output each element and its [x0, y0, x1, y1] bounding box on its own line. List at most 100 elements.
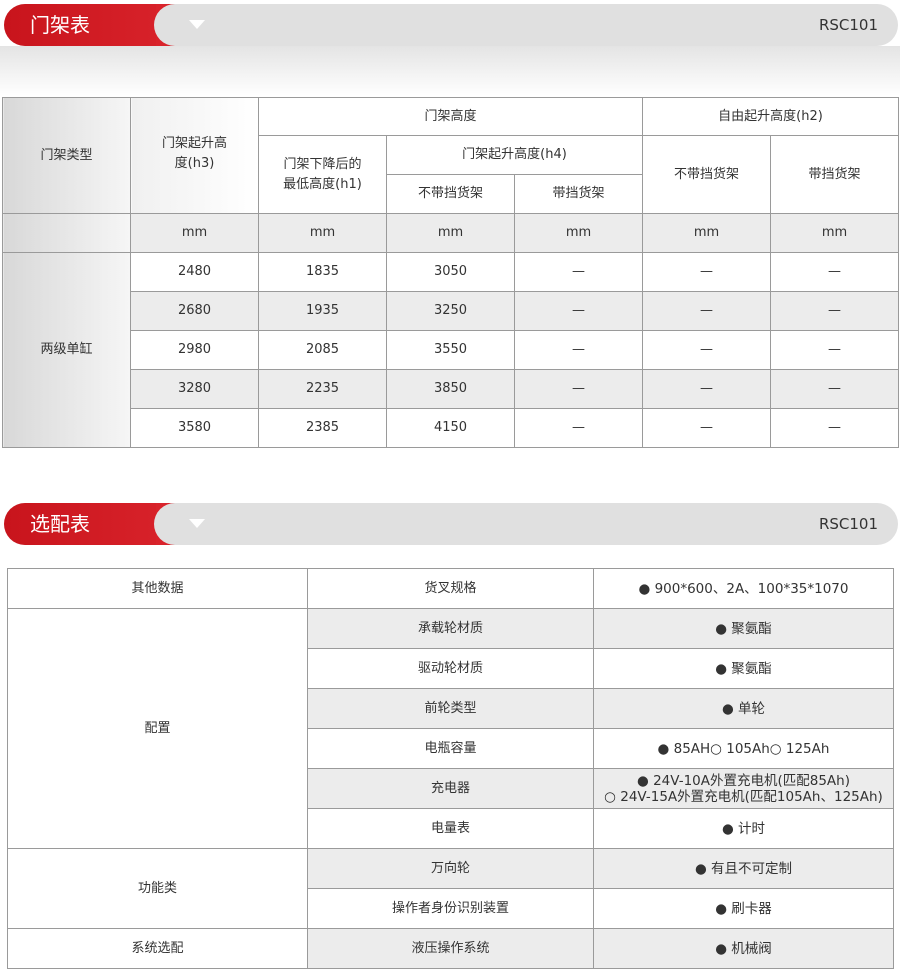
- item-label: 货叉规格: [307, 568, 594, 609]
- unit: mm: [258, 213, 387, 253]
- cell: —: [770, 291, 899, 331]
- cell: 2385: [258, 408, 387, 448]
- cell: 3550: [386, 330, 515, 370]
- table-row: 两级单缸 2480 1835 3050— — —: [2, 252, 899, 448]
- unit: mm: [130, 213, 259, 253]
- header-h2-no: 不带挡货架: [642, 135, 771, 214]
- cell: 2480: [130, 252, 259, 292]
- header-h4-with: 带挡货架: [514, 174, 643, 214]
- unit: mm: [770, 213, 899, 253]
- item-value: ● 有且不可定制: [593, 848, 894, 889]
- cell: 3050: [386, 252, 515, 292]
- item-value: ● 85AH○ 105Ah○ 125Ah: [593, 728, 894, 769]
- value-line: ● 有且不可定制: [694, 860, 793, 877]
- cell: 3580: [130, 408, 259, 448]
- header-type: 门架类型: [2, 97, 131, 214]
- cell: 1935: [258, 291, 387, 331]
- header-h4: 门架起升高度(h4): [386, 135, 643, 175]
- table-row: 驱动轮材质 ● 聚氨酯: [8, 648, 894, 689]
- header-h1: 门架下降后的最低高度(h1): [258, 135, 387, 214]
- header-h4-no: 不带挡货架: [386, 174, 515, 214]
- item-label: 操作者身份识别装置: [307, 888, 594, 929]
- value-line: ● 单轮: [721, 700, 766, 717]
- item-label: 电瓶容量: [307, 728, 594, 769]
- cell: 3280: [130, 369, 259, 409]
- cell: 2235: [258, 369, 387, 409]
- unit: mm: [386, 213, 515, 253]
- value-line: ● 聚氨酯: [715, 620, 772, 637]
- item-label: 驱动轮材质: [307, 648, 594, 689]
- cell: 3850: [386, 369, 515, 409]
- item-label: 万向轮: [307, 848, 594, 889]
- item-value: ● 聚氨酯: [593, 648, 894, 689]
- item-value: ● 机械阀: [593, 928, 894, 969]
- table-row: 前轮类型 ● 单轮: [8, 688, 894, 729]
- model-label: RSC101: [818, 16, 878, 34]
- header-h2-with: 带挡货架: [770, 135, 899, 214]
- value-line: ● 85AH○ 105Ah○ 125Ah: [657, 740, 830, 757]
- table-row: 2680 1935 3250— — —: [2, 291, 899, 331]
- item-value: ● 24V-10A外置充电机(匹配85Ah) ○ 24V-15A外置充电机(匹配1…: [593, 768, 894, 809]
- table-row: 配置 承载轮材质 ● 聚氨酯: [7, 608, 894, 849]
- cell: —: [770, 369, 899, 409]
- item-label: 前轮类型: [307, 688, 594, 729]
- option-table: 其他数据 货叉规格 ● 900*600、2A、100*35*1070 配置 承载轮材质 ●…: [7, 568, 894, 969]
- item-label: 充电器: [307, 768, 594, 809]
- table-row: 2980 2085 3550— — —: [3, 330, 899, 370]
- header-h3: 门架起升高度(h3): [130, 97, 259, 214]
- value-line: ○ 24V-15A外置充电机(匹配105Ah、125Ah): [604, 788, 883, 805]
- unit: mm: [642, 213, 771, 253]
- table-row: 其他数据 货叉规格 ● 900*600、2A、100*35*1070: [7, 568, 894, 609]
- table-row: 充电器 ● 24V-10A外置充电机(匹配85Ah) ○ 24V-15A外置充电机(…: [8, 768, 894, 809]
- cell: —: [642, 252, 771, 292]
- item-value: ● 聚氨酯: [593, 608, 894, 649]
- table-row: 电量表 ● 计时: [8, 808, 894, 849]
- table-row: 3580 2385 4150— — —: [3, 408, 899, 448]
- cell: 1835: [258, 252, 387, 292]
- cell: —: [514, 291, 643, 331]
- header-mast-height: 门架高度: [258, 97, 643, 136]
- group-label: 系统选配: [7, 928, 308, 969]
- cell: —: [514, 369, 643, 409]
- cell: —: [514, 330, 643, 370]
- cell: 2680: [130, 291, 259, 331]
- cell: —: [770, 408, 899, 448]
- cell: —: [770, 252, 899, 292]
- option-section-header[interactable]: 选配表 RSC101: [4, 503, 898, 545]
- value-line: ● 聚氨酯: [715, 660, 772, 677]
- cell: —: [642, 330, 771, 370]
- group-label: 其他数据: [7, 568, 308, 609]
- dropdown-arrow-icon[interactable]: [189, 519, 205, 528]
- value-line: ● 24V-10A外置充电机(匹配85Ah): [637, 772, 850, 789]
- group-label: 配置: [7, 608, 308, 849]
- value-line: ● 刷卡器: [715, 900, 772, 917]
- cell: 2085: [258, 330, 387, 370]
- cell: 3250: [386, 291, 515, 331]
- model-label: RSC101: [818, 515, 878, 533]
- section-title: 门架表: [4, 4, 196, 46]
- table-row: 系统选配 液压操作系统 ● 机械阀: [7, 928, 894, 969]
- item-value: ● 900*600、2A、100*35*1070: [593, 568, 894, 609]
- type-value: 两级单缸: [2, 252, 131, 448]
- mast-section-header[interactable]: 门架表 RSC101: [4, 4, 898, 46]
- cell: 4150: [386, 408, 515, 448]
- value-line: ● 机械阀: [715, 940, 772, 957]
- table-row: 3280 2235 3850— — —: [2, 369, 899, 409]
- mast-table: 门架类型 门架起升高度(h3) 门架高度 自由起升高度(h2) 门架下降后的最低…: [2, 97, 899, 448]
- header-h2: 自由起升高度(h2): [642, 97, 899, 136]
- dropdown-arrow-icon[interactable]: [189, 20, 205, 29]
- item-value: ● 计时: [593, 808, 894, 849]
- table-row: 功能类 万向轮 ● 有且不可定制: [7, 848, 894, 929]
- cell: —: [642, 408, 771, 448]
- value-line: ● 计时: [721, 820, 766, 837]
- item-label: 承载轮材质: [307, 608, 594, 649]
- cell: —: [642, 291, 771, 331]
- unit: mm: [514, 213, 643, 253]
- cell: —: [770, 330, 899, 370]
- cell: 2980: [130, 330, 259, 370]
- cell: —: [514, 252, 643, 292]
- value-line: ● 900*600、2A、100*35*1070: [638, 580, 849, 597]
- cell: —: [642, 369, 771, 409]
- unit-row: mm mm mm mm mm mm: [2, 213, 899, 253]
- item-label: 电量表: [307, 808, 594, 849]
